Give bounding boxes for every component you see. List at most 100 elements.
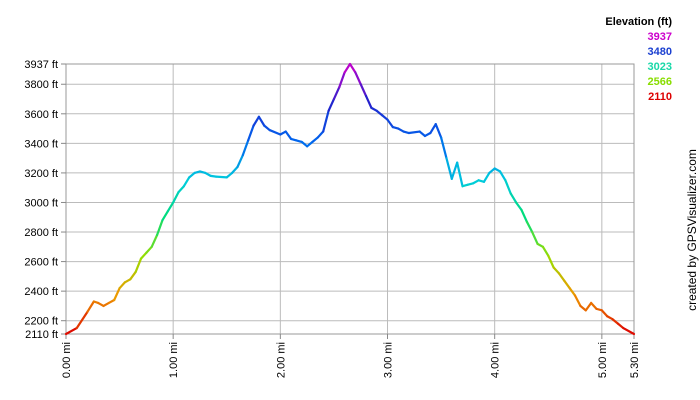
elevation-segment: [381, 114, 389, 121]
elevation-segment: [579, 304, 587, 312]
elevation-segment: [145, 245, 153, 254]
elevation-segment: [118, 281, 127, 290]
elevation-segment: [306, 140, 314, 148]
elevation-segment: [327, 97, 336, 112]
x-tick-label: 3.00 mi: [383, 342, 395, 378]
elevation-segment: [252, 115, 261, 127]
elevation-segment: [407, 130, 421, 135]
elevation-segment: [359, 83, 368, 98]
y-tick-label: 2600 ft: [24, 257, 58, 269]
elevation-segment: [231, 165, 239, 175]
elevation-segment: [64, 326, 78, 336]
x-tick-label: 1.00 mi: [168, 342, 180, 378]
elevation-segment: [531, 230, 539, 245]
credit-text: created by GPSVisualizer.com: [685, 149, 699, 311]
elevation-segment: [225, 171, 234, 179]
elevation-segment: [322, 109, 330, 133]
x-tick-label: 5.30 mi: [629, 342, 641, 378]
elevation-segment: [332, 86, 341, 101]
elevation-segment: [456, 161, 464, 188]
elevation-segment: [155, 219, 164, 237]
elevation-segment: [268, 128, 282, 136]
legend-entry: 2566: [648, 76, 672, 88]
elevation-segment: [311, 136, 319, 143]
elevation-segment: [429, 123, 437, 135]
elevation-segment: [450, 161, 459, 180]
elevation-segment: [386, 118, 394, 129]
y-tick-label: 3000 ft: [24, 197, 58, 209]
y-tick-label: 3937 ft: [24, 59, 58, 71]
elevation-segment: [134, 257, 143, 274]
elevation-segment: [354, 71, 362, 86]
elevation-segment: [150, 233, 159, 248]
elevation-segment: [552, 266, 561, 275]
elevation-segment: [611, 318, 620, 325]
elevation-segment: [568, 287, 577, 297]
legend-entries: 3937 3480 3023 2566 2110: [648, 31, 672, 103]
elevation-segment: [364, 94, 373, 109]
elevation-segment: [616, 322, 625, 330]
elevation-segment: [520, 208, 528, 223]
elevation-segment: [113, 287, 121, 302]
x-tick-label: 0.00 mi: [61, 342, 73, 378]
x-tick-label: 4.00 mi: [490, 342, 502, 378]
elevation-segment: [161, 210, 169, 222]
x-axis-ticks: 0.00 mi 1.00 mi 2.00 mi 3.00 mi 4.00 mi 5.00 …: [61, 334, 641, 378]
elevation-segment: [263, 124, 271, 132]
x-tick-label: 5.00 mi: [597, 342, 609, 378]
elevation-segment: [241, 139, 250, 157]
elevation-segment: [418, 130, 427, 138]
elevation-segment: [590, 301, 598, 310]
legend-entry: 3937: [648, 31, 672, 43]
elevation-segment: [348, 62, 357, 74]
legend-entry: 3480: [648, 46, 672, 58]
legend: Elevation (ft) 3937 3480 3023 2566 2110: [605, 16, 672, 103]
elevation-segment: [316, 130, 325, 139]
elevation-segment: [247, 124, 255, 142]
y-tick-label: 3200 ft: [24, 168, 58, 180]
elevation-segment: [445, 157, 453, 180]
elevation-segment: [557, 272, 566, 282]
y-tick-label: 2200 ft: [24, 316, 58, 328]
elevation-segment: [434, 123, 443, 139]
elevation-segment: [182, 176, 191, 188]
elevation-segment: [188, 171, 196, 179]
elevation-segment: [509, 192, 518, 204]
elevation-segment: [541, 245, 550, 257]
elevation-segment: [525, 220, 534, 234]
elevation-segment: [515, 201, 523, 211]
plot-area-border: [65, 63, 635, 335]
elevation-segment: [338, 71, 346, 89]
elevation-segment: [488, 167, 496, 175]
elevation-segment: [86, 300, 95, 313]
elevation-segment: [257, 115, 266, 127]
elevation-segment: [343, 62, 352, 74]
elevation-segment: [622, 326, 636, 336]
elevation-segment: [375, 109, 384, 117]
y-tick-label: 3800 ft: [24, 79, 58, 91]
elevation-segment: [300, 140, 309, 148]
elevation-segment: [498, 170, 507, 182]
elevation-segment: [166, 201, 175, 213]
grid-lines: [65, 63, 635, 335]
y-tick-label: 2110 ft: [25, 329, 58, 341]
elevation-segment: [214, 175, 228, 179]
y-tick-label: 3600 ft: [24, 109, 58, 121]
elevation-segment: [139, 251, 148, 260]
legend-entry: 2110: [648, 91, 672, 103]
elevation-segment: [573, 294, 582, 308]
elevation-segment: [177, 185, 185, 194]
elevation-segment: [439, 136, 448, 160]
elevation-segment: [236, 154, 244, 169]
legend-entry: 3023: [648, 61, 672, 73]
y-tick-label: 2800 ft: [24, 227, 58, 239]
elevation-segment: [284, 130, 293, 141]
elevation-segment: [482, 171, 491, 183]
elevation-segment: [75, 310, 89, 330]
legend-title: Elevation (ft): [605, 16, 672, 28]
elevation-segment: [584, 301, 593, 312]
elevation-segment: [504, 179, 512, 195]
y-tick-label: 3400 ft: [24, 138, 58, 150]
